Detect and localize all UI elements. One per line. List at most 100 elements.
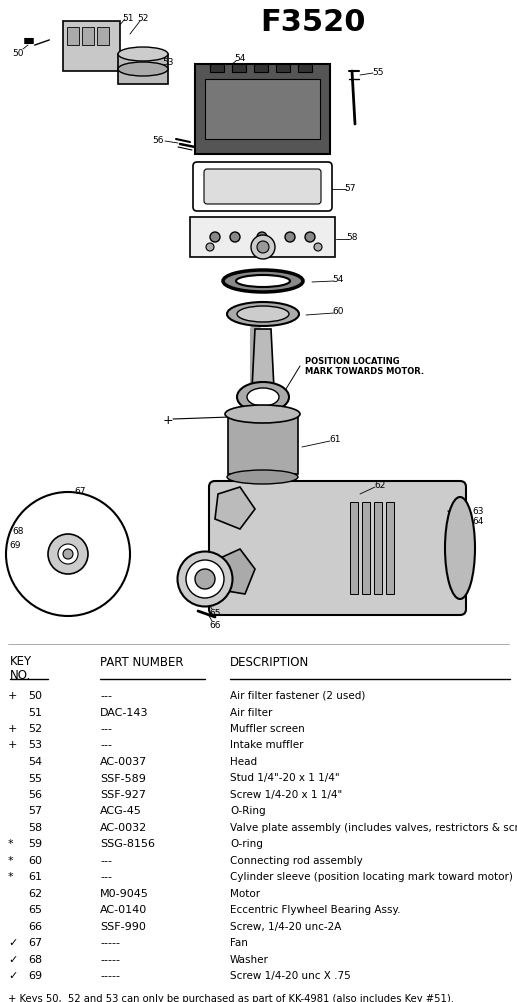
Text: 53: 53 xyxy=(28,739,42,749)
Text: Air filter fastener (2 used): Air filter fastener (2 used) xyxy=(230,690,366,700)
Text: KEY: KEY xyxy=(10,654,32,667)
FancyBboxPatch shape xyxy=(193,163,332,211)
Bar xyxy=(232,65,246,73)
Text: SSF-990: SSF-990 xyxy=(100,921,146,931)
Text: ---: --- xyxy=(100,872,112,882)
Ellipse shape xyxy=(247,389,279,407)
Text: PART NUMBER: PART NUMBER xyxy=(100,655,184,668)
Text: 67: 67 xyxy=(74,487,86,496)
Text: SSF-589: SSF-589 xyxy=(100,773,146,783)
Ellipse shape xyxy=(118,63,168,77)
Text: 69: 69 xyxy=(28,971,42,981)
FancyBboxPatch shape xyxy=(209,482,466,615)
Ellipse shape xyxy=(227,303,299,327)
Text: 54: 54 xyxy=(28,757,42,767)
Bar xyxy=(362,502,370,594)
Ellipse shape xyxy=(445,498,475,599)
Text: 52: 52 xyxy=(138,13,149,22)
Text: + Keys 50,  52 and 53 can only be purchased as part of KK-4981 (also includes Ke: + Keys 50, 52 and 53 can only be purchas… xyxy=(8,993,454,1002)
Text: *: * xyxy=(8,839,13,849)
Ellipse shape xyxy=(225,406,300,424)
Polygon shape xyxy=(228,416,298,475)
Ellipse shape xyxy=(177,552,233,607)
Text: -----: ----- xyxy=(100,938,120,948)
Circle shape xyxy=(257,241,269,254)
Text: -----: ----- xyxy=(100,971,120,981)
Text: Air filter: Air filter xyxy=(230,706,272,716)
Text: 60: 60 xyxy=(332,308,344,317)
Text: 65: 65 xyxy=(209,608,221,617)
Text: Stud 1/4"-20 x 1 1/4": Stud 1/4"-20 x 1 1/4" xyxy=(230,773,340,783)
Circle shape xyxy=(230,232,240,242)
Polygon shape xyxy=(252,330,274,390)
Text: 61: 61 xyxy=(329,435,341,444)
Text: ---: --- xyxy=(100,690,112,700)
FancyBboxPatch shape xyxy=(204,169,321,204)
Text: 69: 69 xyxy=(9,540,21,549)
Text: 56: 56 xyxy=(152,135,164,144)
Circle shape xyxy=(210,232,220,242)
Text: 50: 50 xyxy=(28,690,42,700)
Ellipse shape xyxy=(237,383,289,413)
Bar xyxy=(190,217,335,258)
Text: Screw 1/4-20 x 1 1/4": Screw 1/4-20 x 1 1/4" xyxy=(230,790,342,800)
Text: 58: 58 xyxy=(28,823,42,833)
Text: NO.: NO. xyxy=(10,668,31,681)
Text: 66: 66 xyxy=(28,921,42,931)
Text: 56: 56 xyxy=(28,790,42,800)
Bar xyxy=(195,65,330,155)
Text: +: + xyxy=(8,723,18,733)
Text: 64: 64 xyxy=(473,517,484,526)
Text: 61: 61 xyxy=(28,872,42,882)
Circle shape xyxy=(206,243,214,252)
Text: 54: 54 xyxy=(234,53,246,62)
Circle shape xyxy=(314,243,322,252)
Bar xyxy=(67,28,79,46)
Text: 62: 62 xyxy=(374,480,386,489)
Text: 54: 54 xyxy=(332,276,344,285)
Text: -----: ----- xyxy=(100,954,120,964)
Text: ---: --- xyxy=(100,739,112,749)
Text: Eccentric Flywheel Bearing Assy.: Eccentric Flywheel Bearing Assy. xyxy=(230,905,401,915)
Circle shape xyxy=(257,232,267,242)
Ellipse shape xyxy=(195,569,215,589)
Text: AC-0032: AC-0032 xyxy=(100,823,147,833)
Text: Cylinder sleeve (position locating mark toward motor): Cylinder sleeve (position locating mark … xyxy=(230,872,513,882)
Polygon shape xyxy=(215,549,255,594)
Bar xyxy=(82,28,94,46)
Text: SSG-8156: SSG-8156 xyxy=(100,839,155,849)
Text: Intake muffler: Intake muffler xyxy=(230,739,303,749)
Text: MARK TOWARDS MOTOR.: MARK TOWARDS MOTOR. xyxy=(305,367,424,376)
Ellipse shape xyxy=(237,307,289,323)
Circle shape xyxy=(251,235,275,260)
Text: 50: 50 xyxy=(12,48,24,57)
Text: Screw, 1/4-20 unc-2A: Screw, 1/4-20 unc-2A xyxy=(230,921,341,931)
Text: Valve plate assembly (includes valves, restrictors & screws): Valve plate assembly (includes valves, r… xyxy=(230,823,517,833)
Bar xyxy=(298,65,312,73)
Ellipse shape xyxy=(223,271,303,293)
Text: +: + xyxy=(8,739,18,749)
Ellipse shape xyxy=(236,276,290,288)
Text: ---: --- xyxy=(100,723,112,733)
Text: 60: 60 xyxy=(28,855,42,865)
Circle shape xyxy=(63,549,73,559)
Text: Screw 1/4-20 unc X .75: Screw 1/4-20 unc X .75 xyxy=(230,971,351,981)
Text: 51: 51 xyxy=(28,706,42,716)
Text: 59: 59 xyxy=(28,839,42,849)
Text: *: * xyxy=(8,872,13,882)
Text: +: + xyxy=(163,413,173,426)
Text: SSF-927: SSF-927 xyxy=(100,790,146,800)
Bar xyxy=(254,65,268,73)
Text: 51: 51 xyxy=(122,13,134,22)
Text: 58: 58 xyxy=(346,233,358,242)
Text: 52: 52 xyxy=(28,723,42,733)
Text: 62: 62 xyxy=(28,888,42,898)
Text: ---: --- xyxy=(100,855,112,865)
Bar xyxy=(374,502,382,594)
Bar xyxy=(386,502,394,594)
Text: Connecting rod assembly: Connecting rod assembly xyxy=(230,855,363,865)
Circle shape xyxy=(58,544,78,564)
Text: Muffler screen: Muffler screen xyxy=(230,723,305,733)
Circle shape xyxy=(305,232,315,242)
Bar xyxy=(63,22,120,72)
